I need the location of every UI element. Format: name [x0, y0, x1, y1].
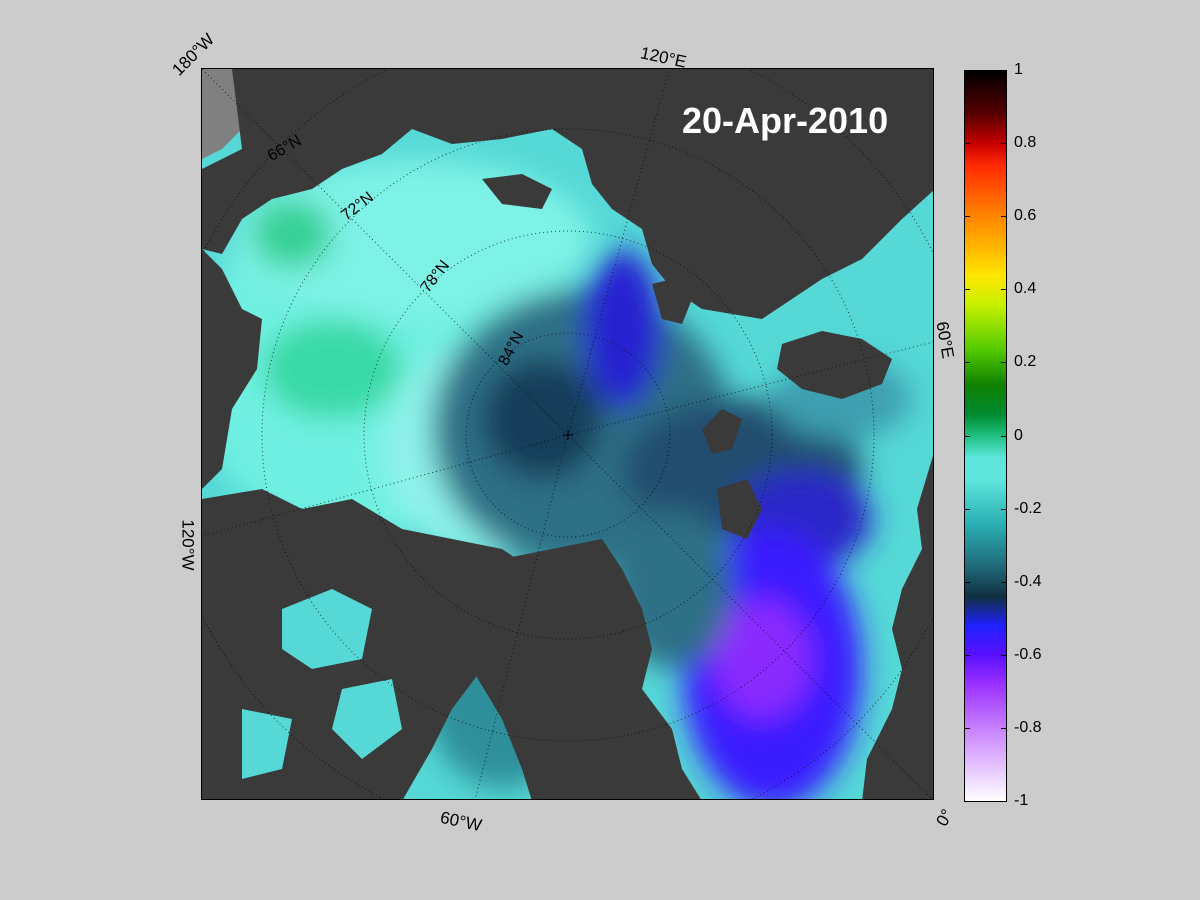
sea-ice-anomaly-map [202, 69, 933, 799]
channel-3 [242, 709, 292, 779]
date-label: 20-Apr-2010 [682, 100, 889, 141]
land-island-1 [652, 279, 692, 324]
colorbar-tick-mark [964, 216, 970, 218]
colorbar-tick-label: 0.4 [1014, 280, 1037, 298]
channel-1 [282, 589, 372, 669]
colorbar-tick-label: -0.4 [1014, 572, 1042, 590]
colorbar-tick-mark [964, 435, 970, 437]
colorbar-tick-label: -0.6 [1014, 645, 1042, 663]
colorbar-tick-mark [1001, 289, 1007, 291]
colorbar-tick-mark [1001, 727, 1007, 729]
colorbar-tick-mark [1001, 654, 1007, 656]
colorbar-tick-mark [964, 581, 970, 583]
land-greenland [452, 539, 701, 799]
colorbar-tick-mark [1001, 508, 1007, 510]
colorbar-tick-mark [1001, 362, 1007, 364]
colorbar-tick-label: 0.8 [1014, 134, 1037, 152]
land-scandinavia [862, 455, 933, 799]
colorbar-tick-mark [964, 289, 970, 291]
colorbar-tick-mark [964, 362, 970, 364]
land-alaska [202, 249, 262, 489]
lon-label-60e: 60°E [932, 320, 958, 360]
colorbar-tick-mark [964, 508, 970, 510]
channel-2 [332, 679, 402, 759]
colorbar-tick-mark [1001, 435, 1007, 437]
colorbar-tick-mark [1001, 581, 1007, 583]
land-svalbard [717, 479, 762, 539]
land-franz-josef [702, 409, 742, 454]
north-pole-marker [563, 430, 573, 440]
colorbar-tick-label: 1 [1014, 61, 1023, 78]
colorbar-tick-mark [964, 143, 970, 145]
colorbar-tick-label: -0.2 [1014, 499, 1042, 517]
land-island-2 [482, 174, 552, 209]
land-svalbard-islands [777, 331, 892, 399]
lon-label-0: 0° [932, 805, 957, 830]
colorbar-tick-label: 0 [1014, 426, 1023, 444]
colorbar-tick-mark [1001, 216, 1007, 218]
landmass-layer [202, 69, 933, 799]
graticule [202, 69, 933, 799]
colorbar-tick-label: 0.6 [1014, 207, 1037, 225]
colorbar-tick-label: -1 [1014, 792, 1029, 809]
lon-label-120w: 120°W [178, 519, 198, 571]
colorbar-tick-mark [1001, 143, 1007, 145]
colorbar-tick-label: 0.2 [1014, 353, 1037, 371]
map-panel [201, 68, 934, 800]
land-eurasia-north [202, 69, 933, 319]
colorbar-tick-label: -0.8 [1014, 718, 1042, 736]
colorbar-tick-mark [964, 727, 970, 729]
colorbar-tick-mark [964, 654, 970, 656]
lon-label-60w: 60°W [438, 807, 484, 836]
